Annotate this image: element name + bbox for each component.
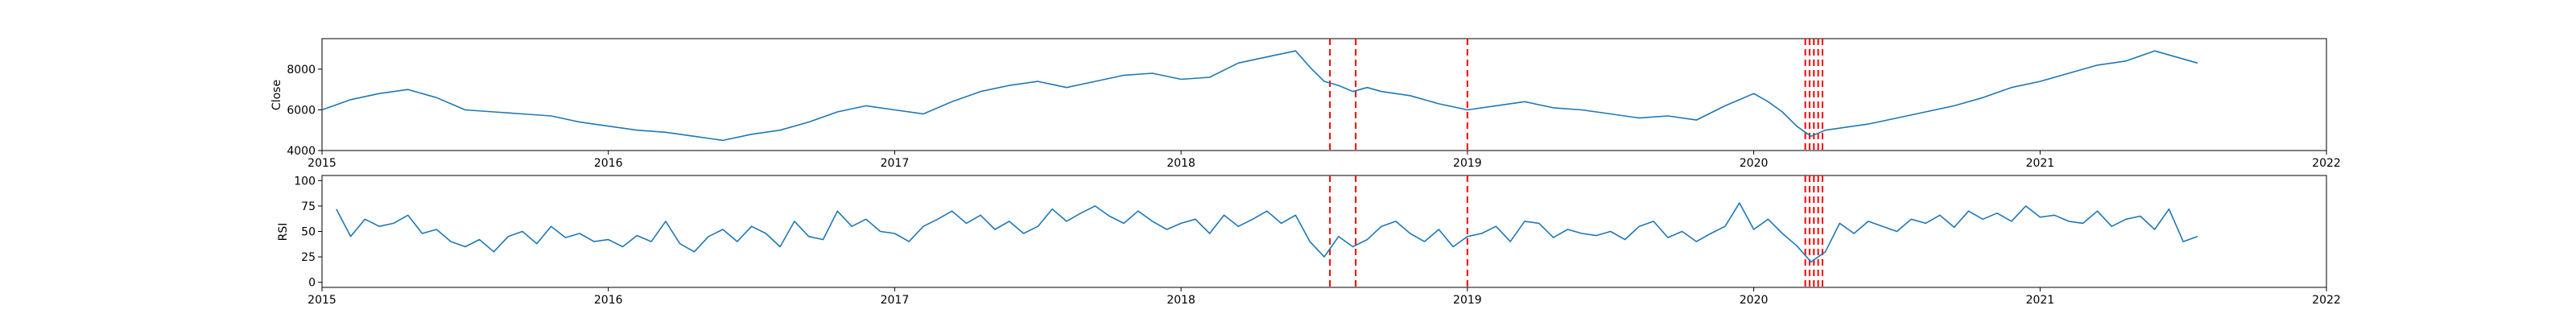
close-x-tick-label: 2017 xyxy=(881,157,910,170)
rsi-x-tick-label: 2015 xyxy=(308,294,336,307)
rsi-y-tick-label: 0 xyxy=(308,277,316,290)
rsi-series xyxy=(336,202,2198,263)
close-series-line xyxy=(321,50,2198,142)
rsi-y-tick-label: 25 xyxy=(301,251,316,264)
rsi-event-lines xyxy=(1329,175,1823,287)
rsi-x-tick-label: 2020 xyxy=(1740,294,1769,307)
close-x-tick-label: 2022 xyxy=(2312,157,2341,170)
rsi-y-axis: 0 25 50 75 100 xyxy=(294,175,322,290)
close-x-tick-label: 2021 xyxy=(2025,157,2054,170)
rsi-y-tick-label: 100 xyxy=(294,175,316,188)
rsi-x-axis: 2015 2016 2017 2018 2019 2020 2021 2022 xyxy=(308,287,2341,307)
close-series xyxy=(321,50,2198,142)
close-x-tick-label: 2019 xyxy=(1453,157,1482,170)
rsi-x-tick-label: 2021 xyxy=(2025,294,2054,307)
rsi-y-axis-label: RSI xyxy=(277,223,290,242)
rsi-y-tick-label: 75 xyxy=(301,200,316,213)
rsi-x-tick-label: 2016 xyxy=(594,294,623,307)
rsi-y-tick-label: 50 xyxy=(301,226,316,239)
close-x-tick-label: 2015 xyxy=(308,157,336,170)
rsi-x-tick-label: 2019 xyxy=(1453,294,1482,307)
close-y-axis: 4000 6000 8000 xyxy=(287,64,322,158)
rsi-x-tick-label: 2018 xyxy=(1166,294,1195,307)
close-y-tick-label: 4000 xyxy=(287,145,316,158)
close-y-tick-label: 8000 xyxy=(287,64,316,76)
close-x-tick-label: 2018 xyxy=(1166,157,1195,170)
close-price-subplot: 2015 2016 2017 2018 2019 2020 2021 2022 4000 600… xyxy=(270,38,2341,170)
rsi-subplot: 2015 2016 2017 2018 2019 2020 2021 2022 0 25 50 75… xyxy=(277,175,2341,307)
close-y-tick-label: 6000 xyxy=(287,104,316,117)
close-event-lines xyxy=(1329,39,1823,151)
close-x-tick-label: 2016 xyxy=(594,157,623,170)
close-x-axis: 2015 2016 2017 2018 2019 2020 2021 2022 xyxy=(308,151,2341,170)
rsi-series-line xyxy=(336,202,2198,263)
rsi-x-tick-label: 2017 xyxy=(881,294,910,307)
close-x-tick-label: 2020 xyxy=(1740,157,1769,170)
rsi-x-tick-label: 2022 xyxy=(2312,294,2341,307)
close-plot-frame xyxy=(321,38,2327,151)
rsi-plot-frame xyxy=(321,175,2327,288)
close-y-axis-label: Close xyxy=(270,80,283,110)
